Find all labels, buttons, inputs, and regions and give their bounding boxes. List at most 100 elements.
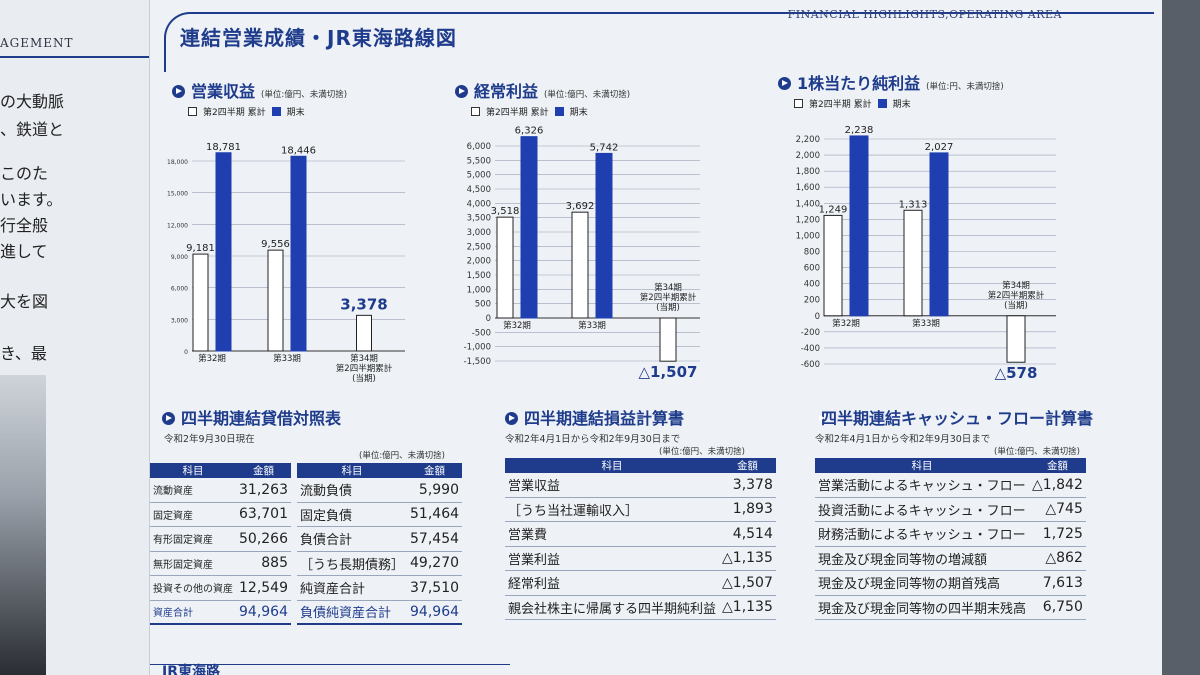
- table-row: 現金及び現金同等物の期首残高 7,613: [815, 571, 1086, 596]
- year-end-bar: [849, 135, 869, 317]
- chart-title: 1株当たり純利益: [797, 74, 921, 93]
- table-row: 財務活動によるキャッシュ・フロー 1,725: [815, 522, 1086, 547]
- table-row: 営業活動によるキャッシュ・フロー △1,842: [815, 473, 1086, 498]
- column-header-amount: 金額: [407, 463, 463, 478]
- table-row: 無形固定資産 885: [150, 552, 291, 576]
- table-row: 営業利益 △1,135: [505, 547, 776, 571]
- next-section-title: JR東海路: [162, 664, 220, 675]
- chart-title: 経常利益: [474, 82, 539, 101]
- row-item: 流動資産: [150, 478, 236, 503]
- row-amount: 31,263: [236, 478, 291, 503]
- next-section-fragment: JR東海路: [150, 658, 550, 675]
- row-amount: △862: [1029, 547, 1086, 571]
- x-category-label: (当期): [656, 302, 680, 313]
- left-text-line: 行全般: [0, 216, 49, 235]
- bar-value-label: 18,446: [281, 145, 316, 156]
- column-header-amount: 金額: [1029, 458, 1086, 473]
- row-amount: 1,893: [719, 498, 776, 522]
- y-tick-label: -400: [801, 344, 820, 354]
- y-tick-label: 3,000: [467, 228, 491, 238]
- arrow-bullet-icon: [505, 411, 518, 425]
- column-header-item: 科目: [150, 463, 236, 478]
- row-item: 有形固定資産: [150, 527, 236, 552]
- left-text-line: 、鉄道と: [0, 120, 65, 139]
- table-row: 固定資産 63,701: [150, 503, 291, 527]
- y-tick-label: 3,500: [467, 214, 491, 224]
- x-category-label: 第34期: [1002, 280, 1030, 291]
- balance-sheet-title: 四半期連結貸借対照表: [181, 409, 342, 428]
- legend-swatch-year-end: [877, 99, 887, 108]
- y-tick-label: 2,000: [467, 257, 491, 267]
- bar-value-label: 3,692: [566, 201, 595, 212]
- quarter-bar: [823, 214, 843, 317]
- left-page-rule: [0, 56, 149, 58]
- row-item: 固定負債: [297, 503, 408, 527]
- legend-label-year-end: 期末: [892, 100, 911, 110]
- bar-value-label: 1,249: [819, 204, 848, 215]
- cash-flow-title: 四半期連結キャッシュ・フロー計算書: [821, 409, 1094, 428]
- year-end-bar: [929, 152, 949, 317]
- row-item: 経常利益: [505, 571, 720, 596]
- y-tick-label: 4,500: [467, 185, 491, 195]
- x-category-label: 第2四半期累計: [336, 363, 393, 374]
- y-tick-label: 200: [804, 296, 820, 306]
- y-tick-label: 12,000: [167, 222, 188, 229]
- row-item: 営業費: [505, 522, 720, 547]
- row-item: ［うち当社運輸収入］: [505, 498, 720, 522]
- year-end-bar: [290, 155, 307, 352]
- table-row: 投資その他の資産 12,549: [150, 576, 291, 601]
- column-header-item: 科目: [297, 463, 408, 478]
- portrait-photo: [0, 375, 46, 675]
- cash-flow-section: 四半期連結キャッシュ・フロー計算書 令和2年4月1日から令和2年9月30日まで …: [815, 405, 1093, 620]
- row-item: 現金及び現金同等物の期首残高: [815, 571, 1030, 596]
- y-tick-label: 3,000: [171, 317, 188, 324]
- quarter-bar: [1006, 315, 1026, 363]
- x-category-label: 第34期: [350, 353, 378, 364]
- y-tick-label: 4,000: [467, 199, 491, 209]
- row-amount: △1,842: [1029, 473, 1086, 498]
- chart-unit: (単位:億円、未満切捨): [261, 90, 348, 100]
- quarter-bar: [659, 317, 677, 362]
- y-tick-label: 1,500: [467, 271, 491, 281]
- y-tick-label: 1,600: [796, 183, 820, 193]
- y-tick-label: 500: [475, 300, 491, 310]
- y-tick-label: 600: [804, 264, 820, 274]
- chart-unit: (単位:億円、未満切捨): [544, 90, 631, 100]
- financial-page: 連結営業成績・JR東海路線図 FINANCIAL HIGHLIGHTS,OPER…: [150, 0, 1162, 675]
- english-title: FINANCIAL HIGHLIGHTS,OPERATING AREA: [787, 8, 1062, 21]
- row-amount: △1,135: [719, 547, 776, 571]
- row-item: 負債純資産合計: [297, 601, 408, 625]
- table-row: 資産合計 94,964: [150, 601, 291, 625]
- y-tick-label: 1,200: [796, 215, 820, 225]
- y-tick-label: 400: [804, 280, 820, 290]
- row-amount: 12,549: [236, 576, 291, 601]
- table-row: 負債純資産合計 94,964: [297, 601, 463, 625]
- income-statement-unit: (単位:億円、未満切捨): [659, 447, 745, 457]
- row-amount: 7,613: [1029, 571, 1086, 596]
- y-tick-label: 6,000: [171, 286, 188, 293]
- row-item: 負債合計: [297, 527, 408, 552]
- legend-label-year-end: 期末: [569, 108, 588, 118]
- quarter-bar: [903, 209, 923, 317]
- row-amount: 6,750: [1029, 596, 1086, 620]
- row-amount: 51,464: [407, 503, 463, 527]
- year-end-bar: [595, 152, 613, 319]
- balance-sheet-liabilities-table: 科目 金額 流動負債 5,990 固定負債 51,464 負債合計 57,454 ［うち長期…: [297, 463, 463, 625]
- legend-label-year-end: 期末: [286, 108, 305, 118]
- x-category-label: 第34期: [654, 282, 682, 293]
- chart-title: 営業収益: [191, 82, 256, 101]
- x-category-label: 第2四半期累計: [988, 290, 1045, 301]
- y-tick-label: 5,500: [467, 156, 491, 166]
- y-tick-label: 2,200: [796, 135, 820, 145]
- row-amount: 49,270: [407, 552, 463, 576]
- table-row: 流動資産 31,263: [150, 478, 291, 503]
- row-amount: 4,514: [719, 522, 776, 547]
- bar-value-label: 2,238: [845, 125, 874, 136]
- row-item: 営業収益: [505, 473, 720, 498]
- row-amount: 63,701: [236, 503, 291, 527]
- row-item: 現金及び現金同等物の増減額: [815, 547, 1030, 571]
- bar-value-label: 5,742: [590, 142, 619, 153]
- row-amount: 5,990: [407, 478, 463, 503]
- quarter-bar: [571, 211, 589, 319]
- quarter-bar: [267, 249, 284, 352]
